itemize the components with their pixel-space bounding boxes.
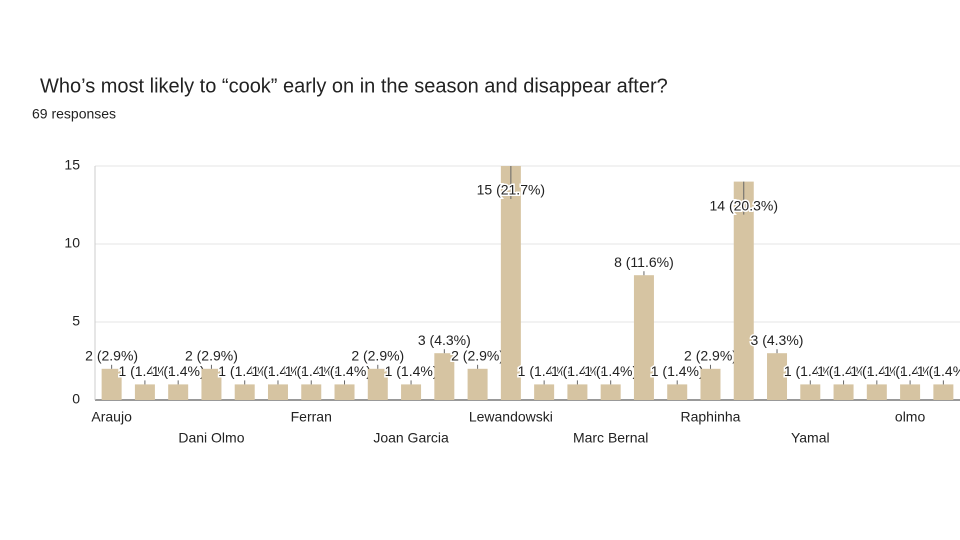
value-label: 1 (1.4%) <box>651 363 704 379</box>
bar <box>534 384 555 400</box>
value-label: 1 (1.4%) <box>551 363 604 379</box>
y-tick-label: 10 <box>64 235 80 251</box>
x-tick-label: Joan Garcia <box>373 430 449 446</box>
bar <box>134 384 155 400</box>
bar <box>101 368 122 400</box>
value-label: 1 (1.4%) <box>152 363 205 379</box>
bar <box>800 384 821 400</box>
value-label: 2 (2.9%) <box>684 348 737 364</box>
value-label: 1 (1.4%) <box>385 363 438 379</box>
bar <box>933 384 954 400</box>
x-tick-label: Araujo <box>91 409 132 425</box>
bar <box>301 384 322 400</box>
x-tick-label: Lewandowski <box>469 409 553 425</box>
bar <box>267 384 288 400</box>
bar <box>567 384 588 400</box>
value-label: 2 (2.9%) <box>351 348 404 364</box>
value-label: 15 (21.7%) <box>477 182 545 198</box>
x-tick-label: Dani Olmo <box>178 430 244 446</box>
chart-title: Who’s most likely to “cook” early on in … <box>40 75 668 97</box>
chart-subtitle: 69 responses <box>32 106 116 122</box>
bar <box>201 368 222 400</box>
value-label: 1 (1.4%) <box>917 363 960 379</box>
value-label: 1 (1.4%) <box>884 363 937 379</box>
value-label: 1 (1.4%) <box>118 363 171 379</box>
bar <box>633 275 654 400</box>
value-label: 1 (1.4%) <box>518 363 571 379</box>
bar <box>367 368 388 400</box>
bar <box>733 181 754 400</box>
value-label: 3 (4.3%) <box>751 332 804 348</box>
value-label: 2 (2.9%) <box>85 348 138 364</box>
x-tick-label: Raphinha <box>681 409 741 425</box>
bar <box>833 384 854 400</box>
bar <box>168 384 189 400</box>
value-label: 1 (1.4%) <box>584 363 637 379</box>
bar <box>234 384 255 400</box>
value-label: 1 (1.4%) <box>285 363 338 379</box>
value-label: 2 (2.9%) <box>451 348 504 364</box>
bar <box>667 384 688 400</box>
value-label: 8 (11.6%) <box>614 254 674 270</box>
bar <box>434 353 455 400</box>
value-label: 1 (1.4%) <box>784 363 837 379</box>
x-tick-label: olmo <box>895 409 926 425</box>
value-label: 1 (1.4%) <box>218 363 271 379</box>
bar <box>467 368 488 400</box>
bar <box>600 384 621 400</box>
bar <box>700 368 721 400</box>
x-tick-label: Marc Bernal <box>573 430 648 446</box>
bar <box>900 384 921 400</box>
value-label: 1 (1.4%) <box>817 363 870 379</box>
value-label: 2 (2.9%) <box>185 348 238 364</box>
x-tick-label: Ferran <box>291 409 332 425</box>
y-tick-label: 15 <box>64 157 80 173</box>
value-label: 14 (20.3%) <box>710 197 778 213</box>
bar <box>334 384 355 400</box>
bar <box>401 384 422 400</box>
bar <box>500 166 521 400</box>
y-tick-label: 0 <box>72 391 80 407</box>
bar <box>866 384 887 400</box>
x-tick-label: Yamal <box>791 430 830 446</box>
value-label: 1 (1.4%) <box>850 363 903 379</box>
value-label: 1 (1.4%) <box>252 363 305 379</box>
bar <box>767 353 788 400</box>
value-label: 3 (4.3%) <box>418 332 471 348</box>
y-tick-label: 5 <box>72 313 80 329</box>
value-label: 1 (1.4%) <box>318 363 371 379</box>
